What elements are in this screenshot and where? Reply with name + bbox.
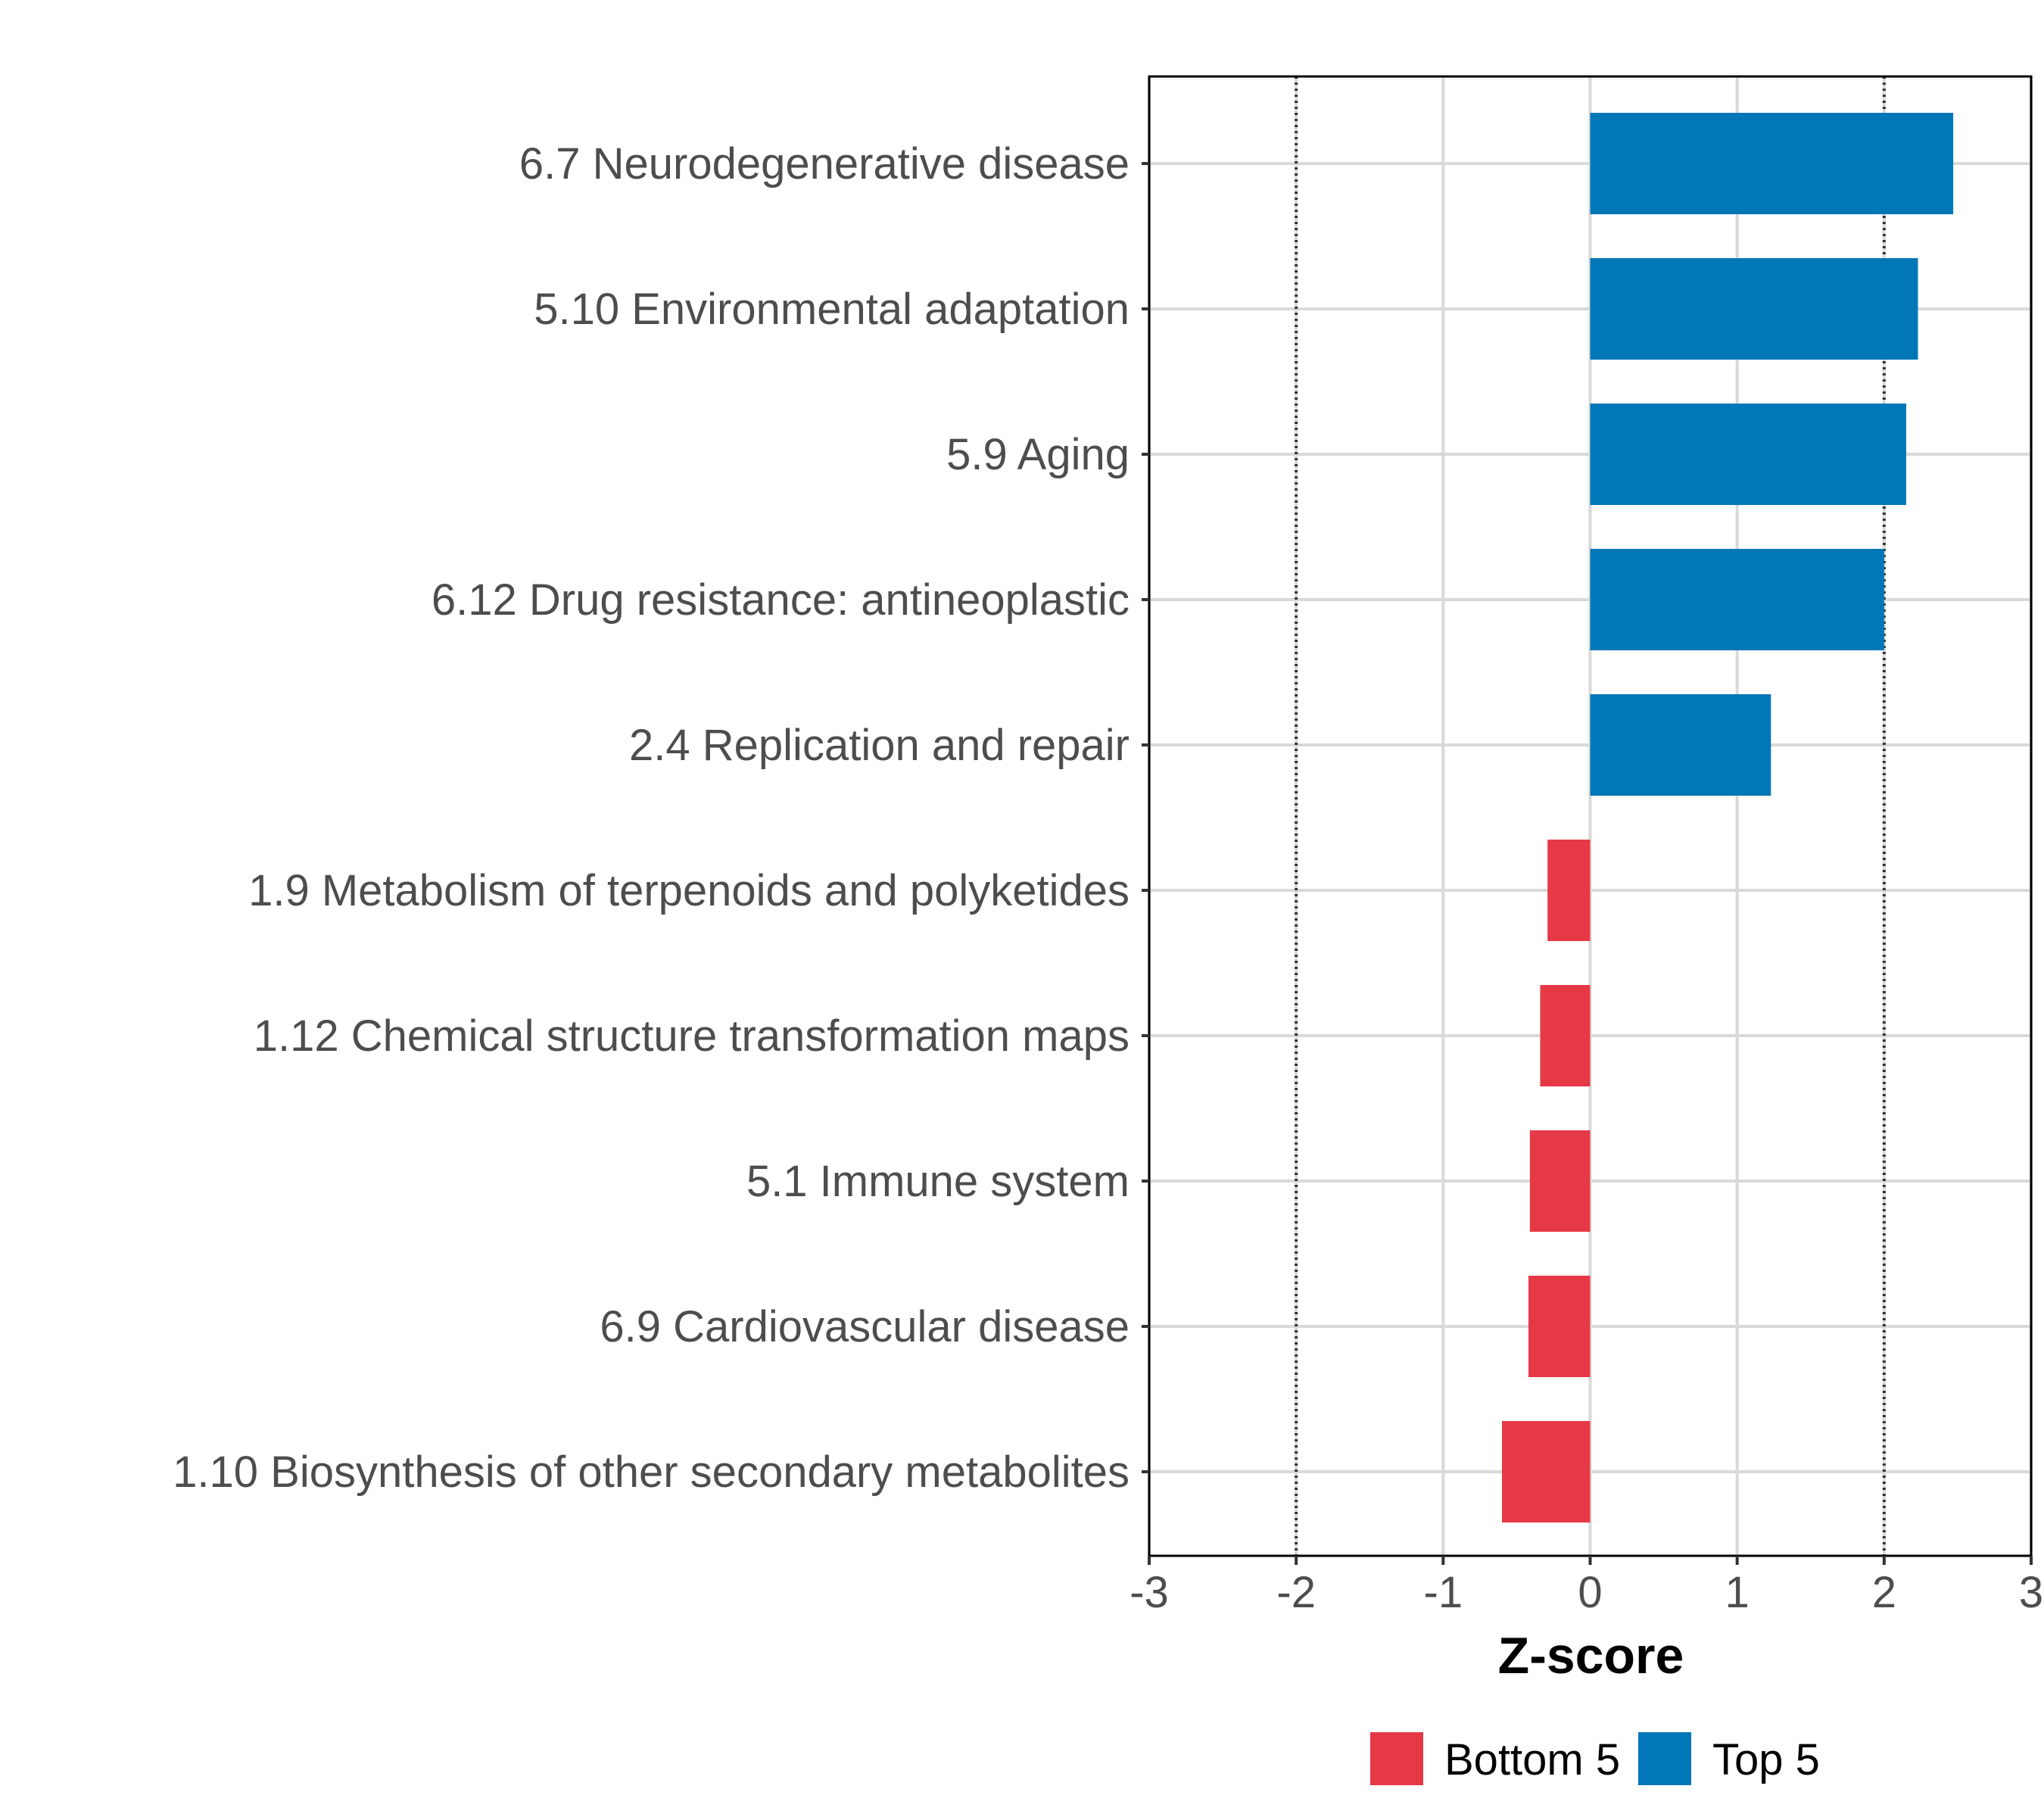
bar	[1529, 1130, 1591, 1232]
legend-key	[1370, 1732, 1423, 1785]
x-tick-label: 3	[2019, 1568, 2043, 1617]
reference-lines	[1295, 76, 1886, 1556]
x-tick-label: 2	[1872, 1568, 1896, 1617]
bar	[1502, 1421, 1591, 1522]
category-label: 5.10 Environmental adaptation	[534, 285, 1129, 334]
legend-label: Bottom 5	[1444, 1735, 1620, 1784]
bar	[1528, 1276, 1591, 1377]
x-axis: -3 -2 -1 0 1 2 3	[1129, 1556, 2043, 1617]
x-tick-label: -3	[1129, 1568, 1169, 1617]
bar	[1590, 113, 1954, 214]
x-tick-label: -2	[1276, 1568, 1316, 1617]
category-label: 1.12 Chemical structure transformation m…	[254, 1011, 1129, 1061]
x-tick-label: 1	[1725, 1568, 1750, 1617]
bar	[1540, 985, 1591, 1086]
bar	[1590, 549, 1884, 650]
x-tick-label: 0	[1578, 1568, 1602, 1617]
category-label: 6.9 Cardiovascular disease	[600, 1302, 1129, 1351]
x-axis-title: Z-score	[1498, 1627, 1684, 1685]
category-label: 1.9 Metabolism of terpenoids and polyket…	[248, 866, 1129, 915]
bars-layer	[1502, 113, 1954, 1522]
bar	[1590, 404, 1906, 505]
y-axis: 6.7 Neurodegenerative disease 5.10 Enviro…	[173, 139, 1149, 1497]
category-label: 2.4 Replication and repair	[629, 721, 1129, 770]
category-label: 6.12 Drug resistance: antineoplastic	[432, 575, 1129, 625]
x-tick-label: -1	[1424, 1568, 1463, 1617]
category-label: 5.9 Aging	[946, 430, 1129, 479]
legend-key	[1638, 1732, 1691, 1785]
bar	[1590, 258, 1918, 360]
category-label: 5.1 Immune system	[746, 1157, 1129, 1206]
category-label: 1.10 Biosynthesis of other secondary met…	[173, 1448, 1129, 1497]
bar	[1590, 694, 1771, 796]
bar	[1547, 840, 1591, 941]
legend-label: Top 5	[1712, 1735, 1820, 1784]
legend: Bottom 5 Top 5	[1370, 1732, 1820, 1785]
category-label: 6.7 Neurodegenerative disease	[519, 139, 1129, 189]
